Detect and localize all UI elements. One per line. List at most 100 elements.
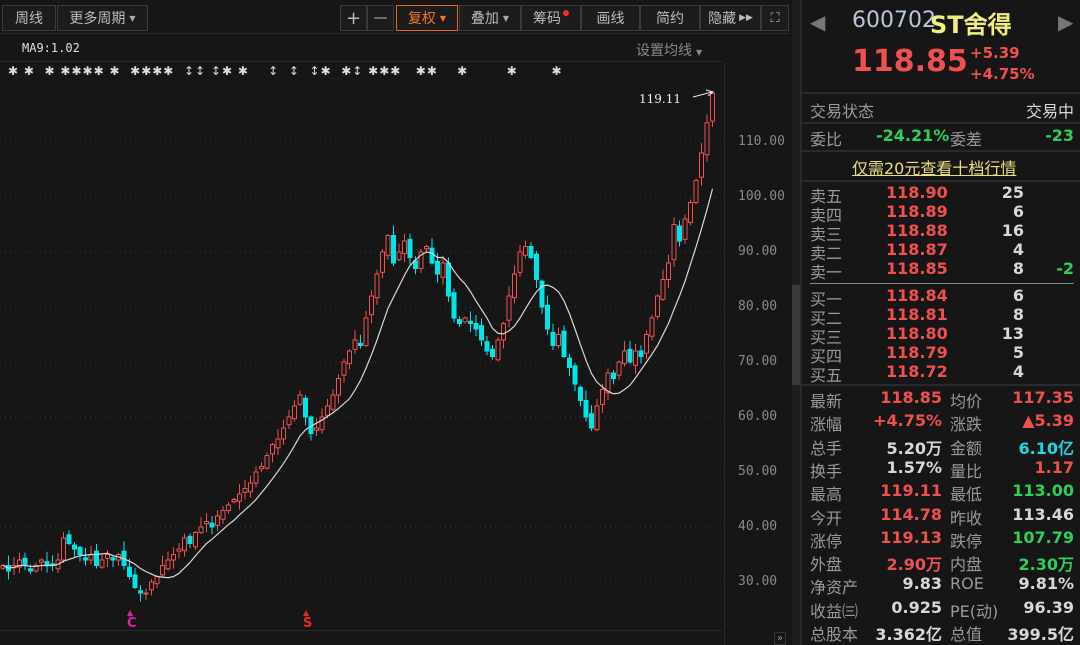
candle-up[interactable] — [369, 295, 374, 316]
draw-line-button[interactable]: 画线 — [581, 5, 640, 31]
candle-up[interactable] — [655, 295, 660, 317]
candle-up[interactable] — [39, 559, 44, 563]
candle-up[interactable] — [644, 334, 649, 354]
candle-up[interactable] — [693, 180, 699, 203]
candle-down[interactable] — [435, 260, 440, 275]
candle-up[interactable] — [226, 504, 231, 511]
candle-down[interactable] — [589, 413, 594, 429]
candle-down[interactable] — [484, 341, 490, 352]
candle-down[interactable] — [534, 253, 539, 280]
candle-up[interactable] — [363, 317, 369, 346]
candle-up[interactable] — [402, 240, 407, 255]
candle-down[interactable] — [451, 292, 457, 319]
candle-up[interactable] — [270, 444, 275, 455]
candle-down[interactable] — [303, 397, 308, 418]
expand-double-arrow-icon[interactable]: » — [774, 632, 787, 645]
candle-up[interactable] — [649, 317, 655, 337]
candle-up[interactable] — [374, 273, 380, 299]
fullscreen-button[interactable]: ⛶ — [761, 5, 789, 31]
candle-up[interactable] — [242, 488, 248, 493]
candle-down[interactable] — [28, 568, 33, 572]
candle-up[interactable] — [253, 471, 259, 484]
candlestick-chart[interactable] — [0, 62, 800, 645]
candle-down[interactable] — [468, 320, 473, 324]
candle-up[interactable] — [154, 576, 160, 585]
zoom-in-button[interactable]: + — [340, 5, 367, 31]
candle-down[interactable] — [138, 590, 143, 594]
candle-up[interactable] — [380, 251, 385, 273]
more-periods-dropdown[interactable]: 更多周期 ▼ — [57, 5, 148, 31]
zoom-out-button[interactable]: — — [367, 5, 394, 31]
candle-up[interactable] — [220, 510, 226, 520]
candle-up[interactable] — [682, 218, 688, 240]
bid-row[interactable]: 买三 118.80 13 — [810, 324, 1074, 347]
candle-down[interactable] — [627, 348, 633, 363]
candle-down[interactable] — [94, 550, 99, 567]
candle-up[interactable] — [424, 246, 429, 250]
candle-up[interactable] — [633, 350, 638, 366]
candle-up[interactable] — [160, 565, 165, 576]
candle-up[interactable] — [704, 122, 710, 156]
fuquan-dropdown[interactable]: 复权 ▼ — [396, 5, 458, 31]
candle-up[interactable] — [33, 565, 39, 572]
candle-down[interactable] — [479, 325, 484, 341]
candle-up[interactable] — [699, 152, 704, 178]
candle-up[interactable] — [616, 361, 622, 376]
candle-down[interactable] — [473, 323, 479, 330]
candle-down[interactable] — [391, 235, 396, 264]
vertical-scrollbar[interactable] — [792, 0, 800, 645]
candle-up[interactable] — [99, 559, 105, 568]
candle-up[interactable] — [341, 361, 347, 376]
candle-down[interactable] — [490, 348, 495, 358]
event-marker-c[interactable]: ▲ C — [127, 609, 137, 632]
candle-down[interactable] — [72, 544, 77, 550]
candle-down[interactable] — [446, 262, 451, 297]
candle-up[interactable] — [660, 279, 666, 300]
prev-stock-arrow-icon[interactable]: ◀ — [810, 10, 826, 34]
candle-up[interactable] — [605, 372, 611, 394]
candle-up[interactable] — [215, 515, 220, 526]
overlay-dropdown[interactable]: 叠加 ▼ — [459, 5, 521, 31]
candle-up[interactable] — [440, 262, 446, 278]
bid-row[interactable]: 买四 118.79 5 — [810, 343, 1074, 366]
candle-up[interactable] — [297, 394, 303, 405]
candle-down[interactable] — [638, 350, 644, 357]
candle-down[interactable] — [539, 280, 545, 308]
candle-down[interactable] — [561, 330, 567, 358]
chips-button[interactable]: 筹码 — [521, 5, 581, 31]
candle-up[interactable] — [176, 548, 182, 552]
candle-up[interactable] — [198, 526, 204, 533]
candle-down[interactable] — [110, 557, 116, 561]
candle-down[interactable] — [572, 365, 578, 385]
bid-row[interactable]: 买五 118.72 4 — [810, 362, 1074, 385]
candle-up[interactable] — [275, 438, 281, 449]
ma-settings-dropdown[interactable]: 设置均线 ▼ — [636, 40, 702, 60]
scrollbar-thumb[interactable] — [792, 285, 800, 385]
candle-up[interactable] — [600, 389, 605, 405]
candle-up[interactable] — [396, 251, 402, 261]
candle-up[interactable] — [671, 224, 677, 261]
candle-down[interactable] — [550, 331, 556, 346]
candle-up[interactable] — [61, 537, 66, 561]
candle-down[interactable] — [127, 566, 132, 578]
candle-up[interactable] — [319, 416, 325, 431]
hide-button[interactable]: 隐藏 ▶▶ — [700, 5, 761, 31]
candle-up[interactable] — [688, 202, 693, 223]
candle-up[interactable] — [523, 246, 528, 256]
candle-up[interactable] — [594, 405, 600, 431]
candle-up[interactable] — [193, 532, 198, 548]
candle-up[interactable] — [336, 378, 341, 396]
candle-up[interactable] — [248, 482, 253, 493]
candle-down[interactable] — [677, 225, 682, 242]
candle-up[interactable] — [501, 323, 506, 341]
candle-up[interactable] — [462, 317, 468, 323]
candle-up[interactable] — [710, 92, 715, 122]
candle-up[interactable] — [264, 455, 270, 469]
candle-down[interactable] — [358, 342, 363, 346]
candle-up[interactable] — [149, 581, 154, 591]
candle-up[interactable] — [259, 466, 264, 470]
candle-down[interactable] — [83, 557, 88, 561]
candle-down[interactable] — [187, 535, 193, 544]
candle-up[interactable] — [314, 427, 319, 431]
candle-up[interactable] — [143, 592, 149, 595]
